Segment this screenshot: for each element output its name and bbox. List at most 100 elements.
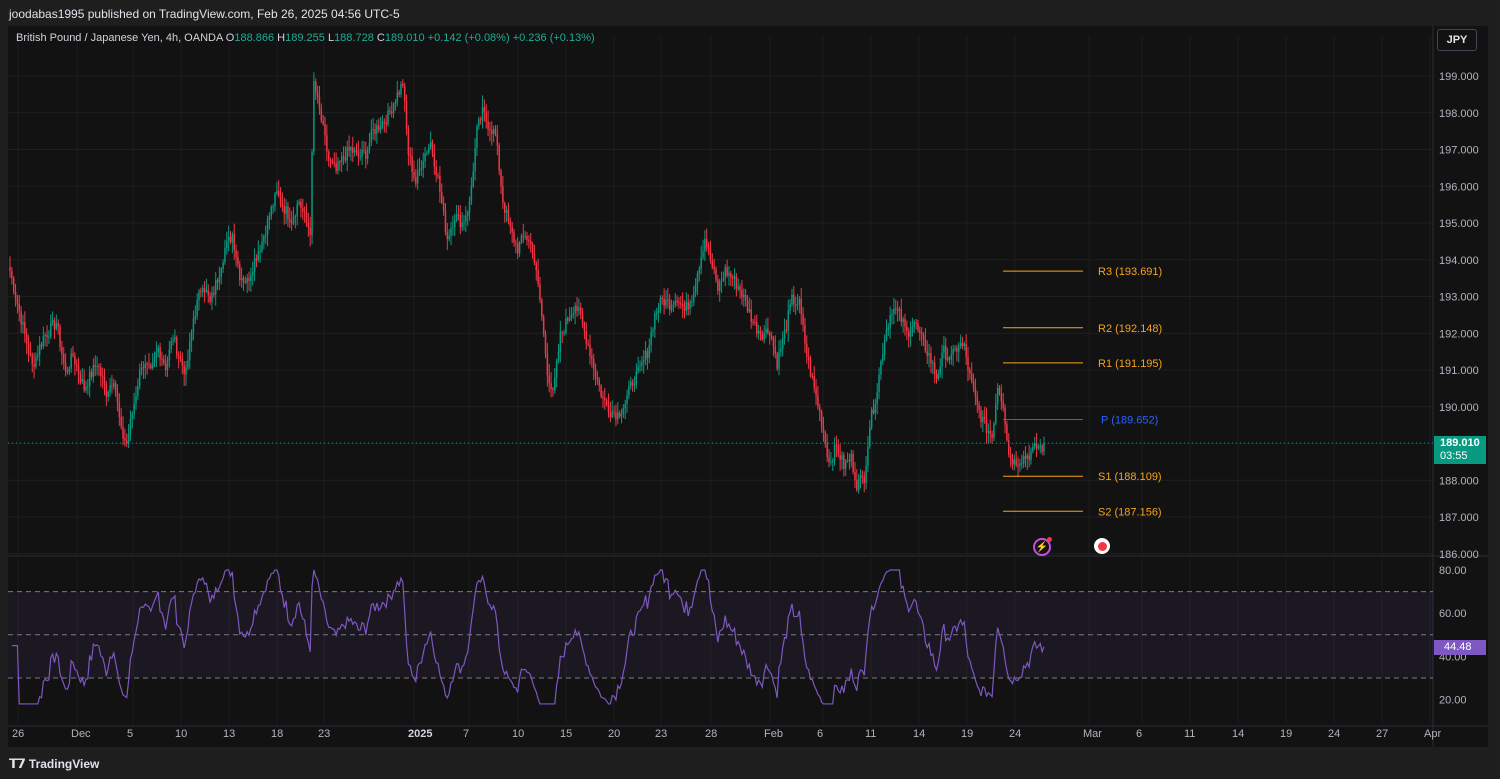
candle-body (935, 373, 938, 379)
candle-body (124, 438, 126, 441)
candle-body (44, 334, 46, 337)
candle-body (85, 386, 87, 391)
candle-body (750, 309, 752, 322)
candle-body (661, 298, 664, 300)
lightning-icon[interactable]: ⚡ (1033, 537, 1052, 556)
open-label: O (225, 32, 235, 44)
candle-body (329, 160, 332, 162)
time-tick-label: 19 (961, 728, 973, 740)
candle-body (337, 161, 339, 171)
candle-body (64, 362, 67, 372)
candle-body (641, 362, 643, 366)
time-tick-label: 7 (463, 728, 469, 740)
pivot-label: R3 (193.691) (1098, 266, 1162, 278)
candle-body (157, 347, 159, 353)
candle-body (600, 385, 602, 397)
candle-body (592, 359, 595, 369)
candle-body (785, 329, 788, 331)
candle-body (163, 359, 165, 364)
candle-body (833, 444, 836, 461)
candle-body (479, 119, 482, 121)
time-tick-label: 26 (12, 728, 24, 740)
price-tick-label: 194.000 (1439, 255, 1479, 267)
candle-body (403, 85, 406, 102)
candle-body (565, 318, 567, 334)
candle-body (316, 92, 319, 97)
candle-body (1026, 455, 1029, 459)
candle-body (920, 332, 923, 335)
candle-body (568, 318, 571, 321)
candle-body (622, 408, 625, 414)
tradingview-logo[interactable]: 𝗧𝟳 TradingView (9, 756, 99, 772)
candle-body (75, 364, 78, 366)
candle-body (806, 343, 808, 357)
candle-body (757, 330, 760, 334)
candle-body (57, 322, 59, 327)
candle-body (1030, 451, 1032, 460)
candle-body (457, 214, 460, 216)
candle-body (900, 309, 903, 322)
candle-body (483, 107, 486, 113)
candle-body (970, 373, 973, 382)
candle-body (233, 234, 235, 250)
candle-body (570, 314, 573, 319)
candle-body (865, 465, 867, 483)
time-tick-label: Mar (1083, 728, 1102, 740)
candle-body (959, 342, 962, 347)
record-icon[interactable] (1094, 538, 1110, 554)
candle-body (598, 379, 601, 386)
candle-body (707, 247, 710, 249)
candle-body (472, 171, 474, 187)
candle-body (705, 238, 708, 248)
last-price-tag: 189.010 03:55 (1434, 436, 1486, 464)
chart-canvas[interactable]: 199.000 198.000 197.000 196.000 195.000 194.0… (8, 26, 1488, 747)
symbol-legend[interactable]: British Pound / Japanese Yen, 4h, OANDA … (16, 32, 595, 44)
candle-body (604, 398, 606, 401)
candle-body (702, 251, 704, 258)
candle-body (611, 411, 613, 417)
price-tick-label: 186.000 (1439, 549, 1479, 561)
price-tick-label: 191.000 (1439, 365, 1479, 377)
candle-body (155, 352, 158, 358)
candle-body (504, 203, 506, 213)
candle-body (617, 412, 619, 420)
candle-body (389, 110, 391, 112)
candle-body (246, 278, 248, 283)
candle-body (268, 216, 271, 219)
candle-body (796, 304, 799, 306)
candle-body (468, 201, 471, 213)
close-label: C (376, 32, 385, 44)
candle-body (16, 298, 19, 304)
time-tick-label: 14 (1232, 728, 1244, 740)
candle-body (242, 278, 245, 282)
candle-body (1017, 465, 1019, 467)
candle-body (772, 337, 775, 347)
symbol-name[interactable]: British Pound / Japanese Yen, 4h, OANDA (16, 32, 223, 44)
currency-button[interactable]: JPY (1437, 29, 1477, 51)
candle-body (718, 281, 721, 291)
candle-body (353, 149, 356, 153)
candle-body (794, 304, 797, 306)
price-tick-label: 188.000 (1439, 475, 1479, 487)
candle-body (874, 403, 877, 413)
candle-body (100, 367, 102, 376)
change-value: +0.142 (+0.08%) (427, 32, 510, 44)
candle-body (730, 272, 732, 278)
candle-body (92, 365, 95, 378)
candle-body (985, 418, 988, 433)
candle-body (46, 334, 48, 337)
candle-body (798, 298, 801, 305)
candle-body (802, 314, 804, 325)
candle-body (709, 248, 712, 261)
candles-group (9, 72, 1045, 494)
candle-body (264, 234, 267, 237)
candle-body (466, 212, 469, 216)
candle-body (961, 342, 964, 346)
candle-body (96, 366, 98, 368)
candle-body (809, 359, 812, 377)
candle-body (239, 264, 241, 281)
candle-body (1019, 463, 1021, 466)
candle-body (357, 151, 360, 157)
candle-body (655, 312, 658, 314)
candle-body (253, 258, 256, 272)
